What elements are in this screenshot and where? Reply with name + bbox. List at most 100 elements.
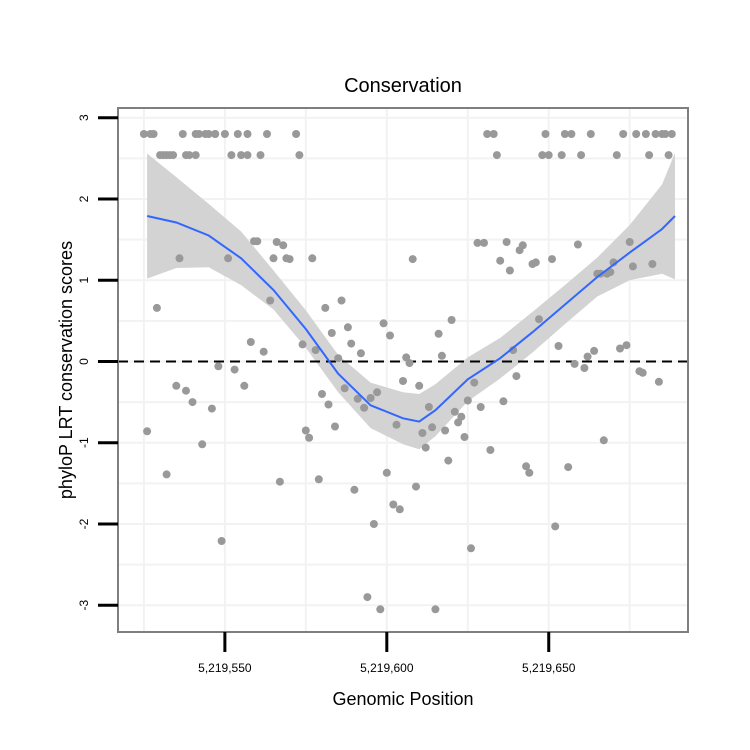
- data-point: [198, 440, 207, 449]
- data-point: [285, 255, 294, 264]
- data-point: [353, 394, 362, 403]
- data-point: [431, 605, 440, 614]
- data-point: [152, 303, 161, 312]
- data-point: [531, 258, 540, 267]
- data-point: [496, 256, 505, 265]
- data-point: [599, 436, 608, 445]
- data-point: [651, 130, 660, 138]
- data-point: [622, 341, 631, 350]
- data-point: [505, 266, 514, 275]
- data-point: [243, 151, 252, 160]
- data-point: [590, 346, 599, 355]
- data-point: [331, 422, 339, 431]
- data-point: [204, 130, 213, 138]
- data-point: [463, 396, 472, 405]
- data-point: [237, 151, 246, 160]
- data-point: [476, 403, 485, 411]
- data-point: [178, 130, 187, 138]
- data-point: [522, 462, 531, 471]
- data-point: [217, 537, 226, 545]
- data-point: [502, 238, 511, 246]
- data-point: [301, 426, 310, 435]
- data-point: [389, 500, 398, 509]
- data-point: [421, 443, 430, 452]
- data-point: [356, 349, 365, 358]
- data-point: [518, 241, 527, 250]
- data-point: [220, 130, 229, 138]
- data-point: [360, 403, 369, 412]
- data-point: [253, 237, 262, 246]
- data-point: [298, 340, 307, 349]
- data-point: [573, 240, 582, 249]
- data-point: [434, 329, 443, 338]
- data-point: [480, 238, 488, 247]
- data-point: [616, 344, 624, 353]
- data-point: [661, 130, 670, 138]
- data-point: [606, 268, 615, 277]
- y-tick-label: -3: [77, 600, 91, 611]
- data-point: [551, 522, 560, 531]
- data-point: [667, 130, 676, 138]
- data-point: [457, 412, 466, 421]
- data-point: [525, 468, 534, 477]
- data-point: [185, 151, 194, 160]
- data-point: [227, 151, 236, 160]
- chart-title: Conservation: [344, 75, 462, 97]
- panel-border: [117, 107, 689, 633]
- data-point: [295, 151, 304, 160]
- data-point: [486, 446, 495, 454]
- data-point: [499, 397, 508, 406]
- data-point: [369, 520, 378, 528]
- data-point: [340, 384, 349, 393]
- data-point: [243, 130, 252, 138]
- data-point: [645, 151, 654, 160]
- data-point: [366, 394, 375, 402]
- data-point: [308, 254, 317, 263]
- data-point: [314, 475, 323, 484]
- data-point: [169, 151, 178, 160]
- data-point: [311, 346, 320, 355]
- data-point: [554, 342, 563, 350]
- data-point: [149, 130, 158, 138]
- data-point: [392, 420, 401, 429]
- data-point: [415, 381, 424, 390]
- data-point: [541, 130, 550, 138]
- data-points: [139, 130, 676, 614]
- data-point: [399, 377, 407, 385]
- data-point: [437, 351, 446, 360]
- data-point: [263, 130, 271, 138]
- data-point: [412, 482, 420, 491]
- data-point: [324, 400, 333, 409]
- data-point: [470, 378, 479, 387]
- data-point: [379, 319, 388, 328]
- data-point: [512, 372, 521, 381]
- data-point: [256, 151, 265, 160]
- data-point: [418, 429, 427, 437]
- data-point: [625, 238, 634, 246]
- data-point: [162, 470, 171, 479]
- data-point: [483, 130, 492, 138]
- data-point: [408, 255, 417, 264]
- y-axis: -3 -2 -1 0 1 2 3: [77, 114, 118, 611]
- y-tick-label: 0: [77, 358, 91, 365]
- data-point: [564, 463, 573, 472]
- data-point: [428, 423, 437, 432]
- x-tick-label: 5,219,650: [522, 661, 576, 675]
- data-point: [279, 241, 288, 250]
- data-point: [211, 130, 220, 138]
- data-point: [664, 151, 673, 160]
- data-point: [275, 477, 284, 486]
- data-point: [441, 426, 450, 435]
- data-point: [382, 468, 391, 477]
- data-point: [538, 151, 547, 160]
- data-point: [343, 323, 352, 332]
- data-point: [557, 151, 566, 160]
- data-point: [580, 364, 589, 372]
- data-point: [337, 296, 346, 305]
- data-point: [175, 254, 184, 263]
- data-point: [447, 316, 456, 324]
- y-tick-label: -1: [77, 437, 91, 448]
- data-point: [292, 130, 301, 138]
- data-point: [182, 386, 190, 395]
